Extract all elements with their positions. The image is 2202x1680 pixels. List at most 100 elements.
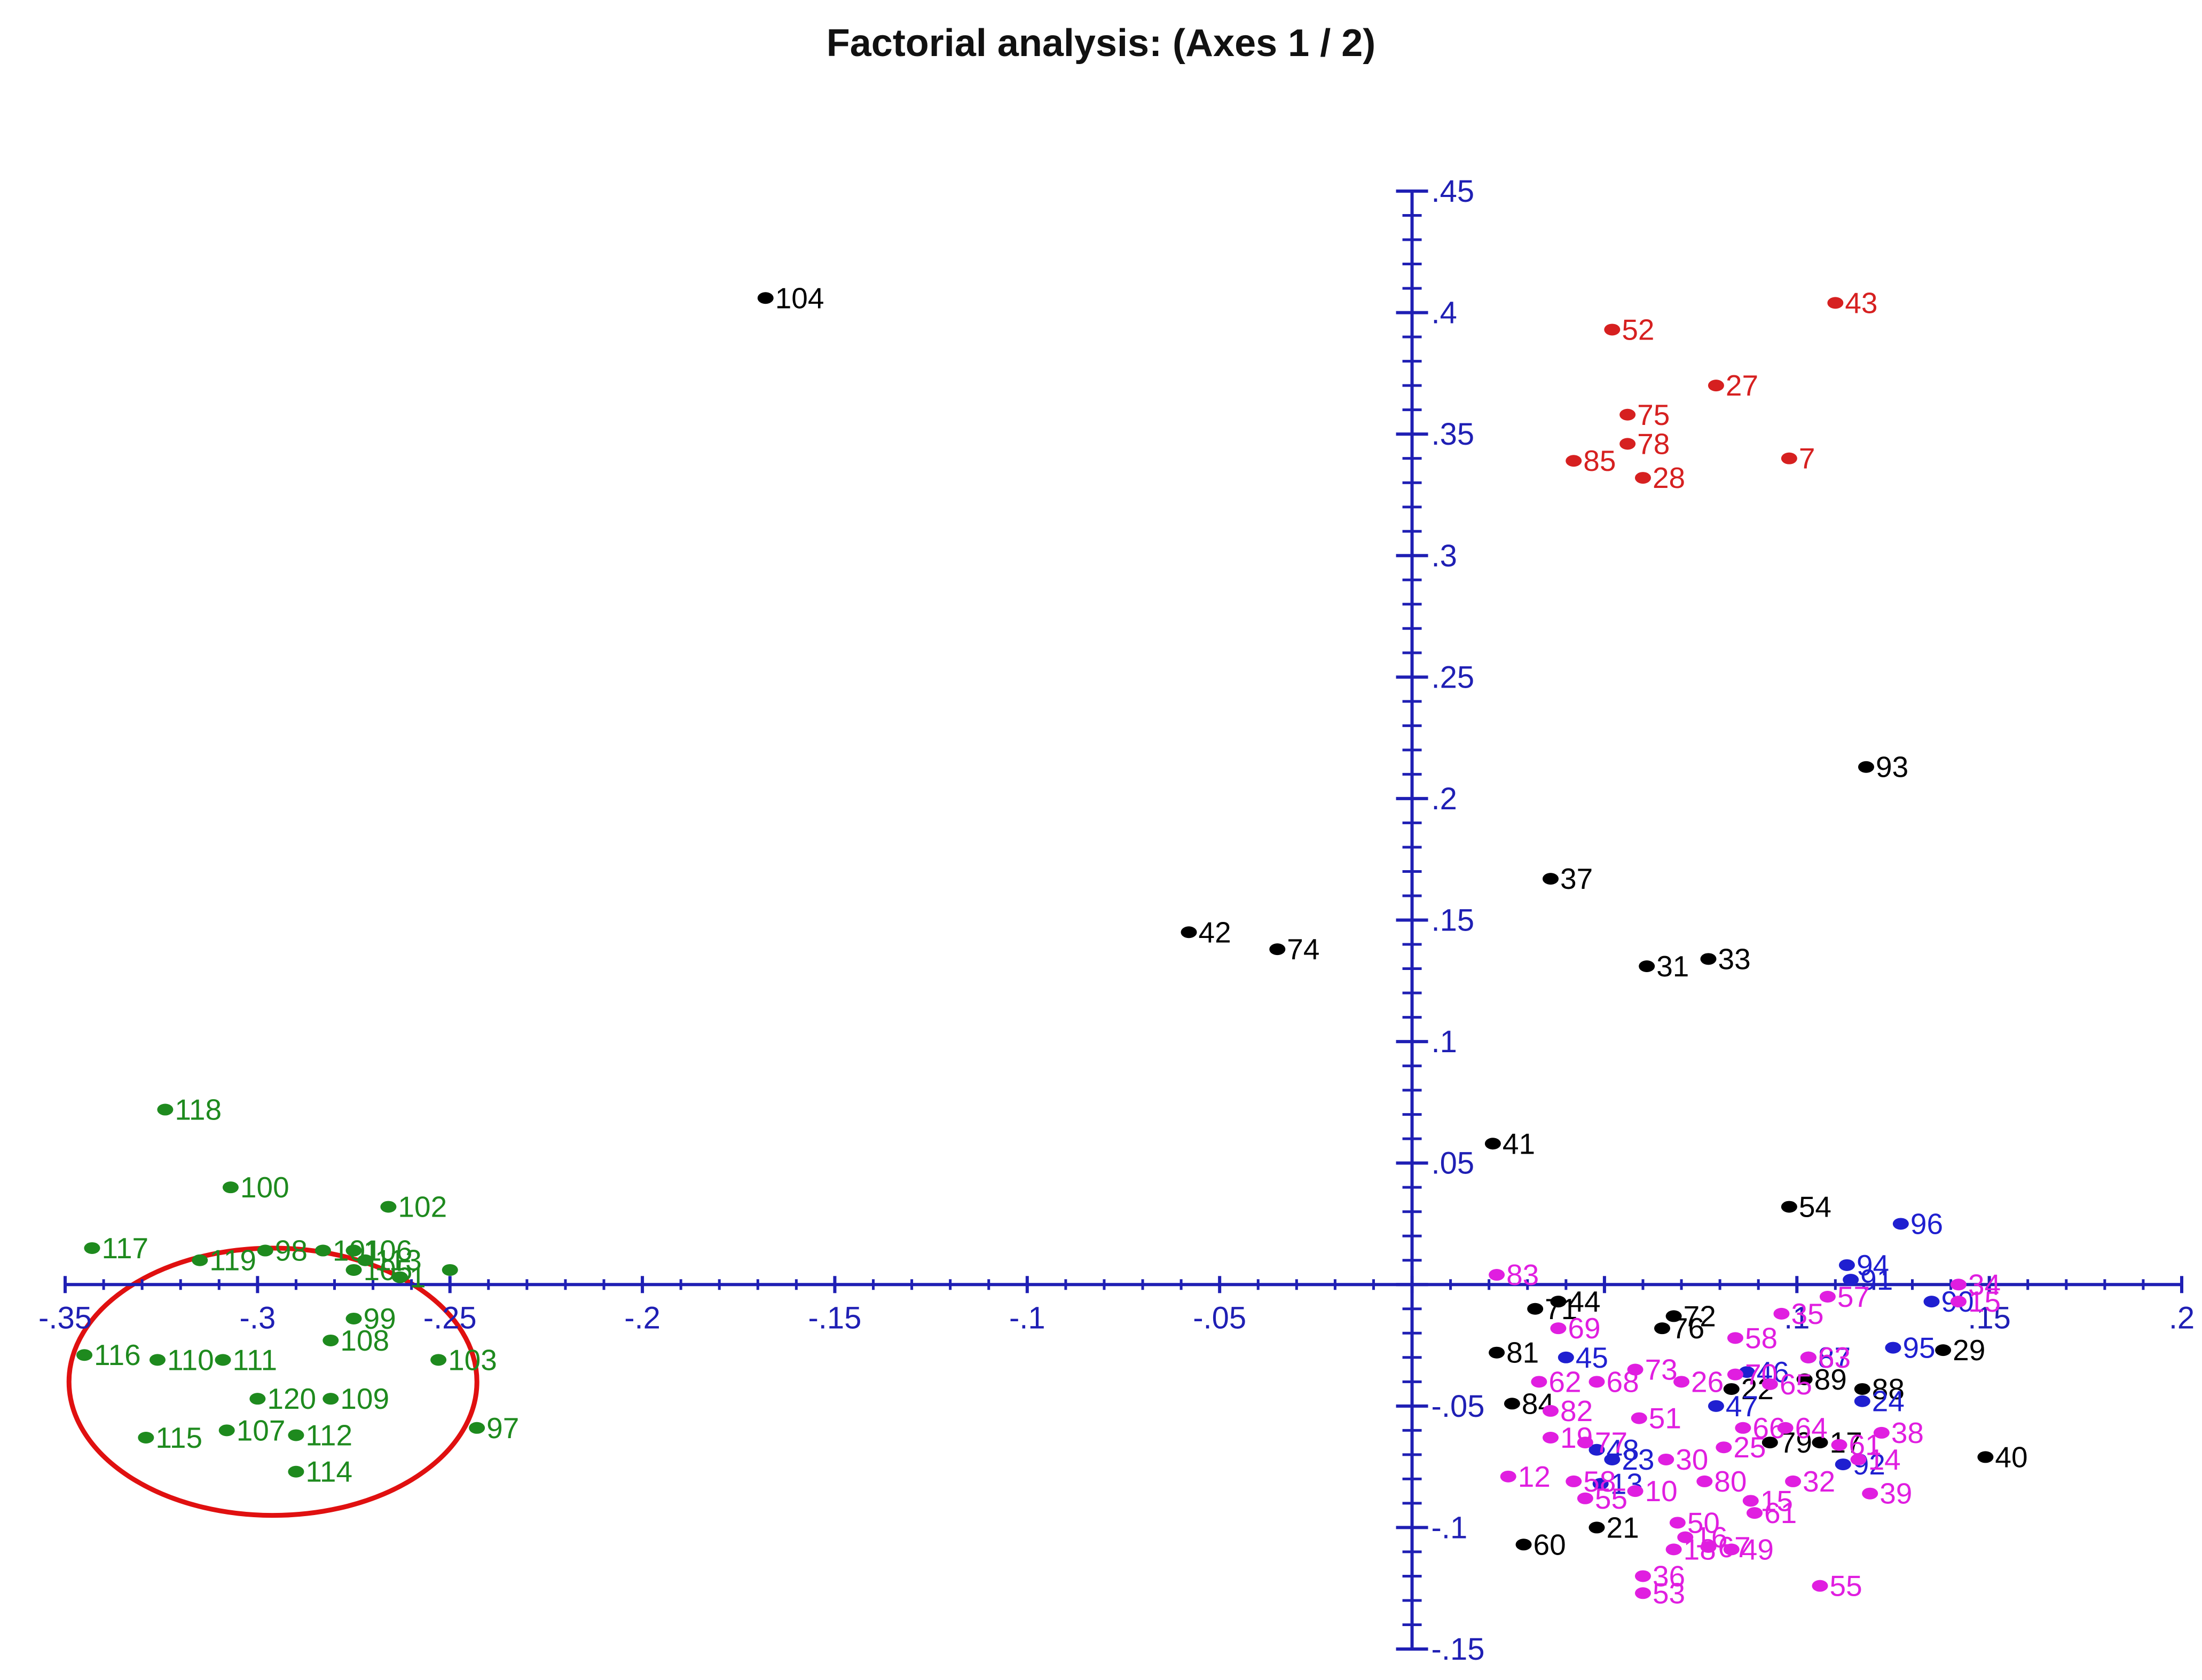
x-tick-label: .2 (2169, 1300, 2195, 1335)
data-point (1800, 1351, 1816, 1363)
x-tick-label: -.1 (1009, 1300, 1045, 1335)
point-label: 49 (1741, 1533, 1774, 1566)
data-point (1634, 472, 1651, 484)
point-label: 34 (1968, 1268, 2001, 1301)
data-point (1515, 1539, 1532, 1551)
y-tick-label: -.15 (1432, 1632, 1485, 1667)
data-point (345, 1312, 362, 1324)
data-point (323, 1393, 339, 1405)
point-label: 55 (1595, 1482, 1627, 1515)
point-label: 31 (1656, 950, 1689, 983)
point-label: 102 (398, 1190, 447, 1224)
data-point (1727, 1332, 1743, 1344)
data-point (1504, 1398, 1520, 1410)
data-point (1708, 1400, 1724, 1412)
data-point (84, 1242, 100, 1254)
data-point (1484, 1138, 1501, 1150)
data-point (1831, 1439, 1847, 1451)
data-point (1785, 1475, 1802, 1487)
point-label: 14 (1868, 1443, 1901, 1476)
point-label: 35 (1791, 1297, 1823, 1330)
data-point (1588, 1376, 1605, 1388)
point-label: 21 (1606, 1511, 1639, 1544)
point-label: 78 (1637, 427, 1670, 460)
data-point (76, 1349, 93, 1361)
y-tick-label: -.1 (1432, 1510, 1468, 1545)
data-point (1627, 1363, 1643, 1376)
y-tick-label: -.05 (1432, 1389, 1485, 1424)
data-point (1543, 1405, 1559, 1417)
data-point (157, 1103, 174, 1116)
y-tick-label: .35 (1432, 417, 1475, 452)
point-label: 53 (1653, 1576, 1685, 1610)
y-tick-label: .2 (1432, 782, 1457, 816)
point-label: 23 (1622, 1443, 1654, 1476)
point-label: 25 (1733, 1431, 1766, 1464)
point-label: 118 (175, 1093, 222, 1126)
point-label: 76 (1672, 1312, 1704, 1345)
point-label: 55 (1830, 1569, 1862, 1603)
point-label: 15 (1760, 1484, 1793, 1517)
point-label: 75 (1637, 398, 1670, 431)
data-point (1892, 1218, 1909, 1230)
data-point (392, 1271, 408, 1283)
data-point (1631, 1412, 1647, 1424)
point-label: 91 (1860, 1263, 1893, 1296)
data-point (1977, 1451, 1994, 1463)
point-label: 103 (448, 1343, 497, 1376)
data-point (1742, 1495, 1759, 1507)
point-label: 28 (1653, 461, 1685, 494)
data-point (1761, 1437, 1778, 1449)
point-label: 64 (1795, 1411, 1828, 1445)
data-point (1854, 1383, 1870, 1395)
data-point (1639, 960, 1655, 972)
data-point (1181, 926, 1197, 938)
data-point (1850, 1453, 1867, 1465)
data-point (1812, 1580, 1828, 1592)
point-label: 81 (1506, 1336, 1539, 1369)
data-point (1950, 1296, 1967, 1308)
point-label: 114 (305, 1455, 352, 1488)
y-tick-label: .45 (1432, 174, 1475, 209)
data-point (345, 1244, 362, 1257)
point-label: 94 (1857, 1249, 1889, 1282)
point-label: 69 (1568, 1312, 1600, 1345)
x-tick-label: .1 (1784, 1300, 1810, 1335)
data-point (138, 1432, 154, 1444)
data-point (1723, 1383, 1740, 1395)
point-label: 120 (267, 1382, 316, 1415)
data-point (1619, 438, 1636, 450)
data-point (1923, 1296, 1940, 1308)
x-tick-label: -.15 (808, 1300, 861, 1335)
point-label: 30 (1676, 1443, 1708, 1476)
data-point (1592, 1478, 1609, 1490)
data-point (1796, 1373, 1813, 1385)
data-point (1885, 1342, 1901, 1354)
point-label: 109 (340, 1382, 389, 1415)
data-point (1665, 1310, 1682, 1322)
point-label: 12 (1518, 1460, 1551, 1493)
data-point (1677, 1531, 1694, 1543)
point-label: 111 (232, 1343, 277, 1376)
point-label: 36 (1653, 1559, 1685, 1592)
data-point (1531, 1376, 1547, 1388)
data-point (1781, 1201, 1797, 1213)
x-tick-label: -.3 (240, 1300, 276, 1335)
data-point (1577, 1437, 1593, 1449)
data-point (1658, 1453, 1674, 1465)
point-label: 77 (1595, 1426, 1627, 1459)
point-label: 65 (1780, 1368, 1812, 1401)
data-point (1566, 455, 1582, 467)
point-label: 37 (1560, 862, 1593, 895)
y-tick-label: .05 (1432, 1146, 1475, 1181)
point-label: 107 (237, 1414, 286, 1447)
x-tick-label: -.25 (423, 1300, 477, 1335)
point-label: 63 (1818, 1341, 1851, 1374)
point-label: 110 (167, 1343, 214, 1376)
data-point (1269, 943, 1286, 956)
point-label: 43 (1845, 286, 1877, 319)
point-label: 44 (1568, 1285, 1600, 1318)
data-point (1558, 1351, 1574, 1363)
data-point (1627, 1485, 1643, 1497)
data-point (1604, 1453, 1621, 1465)
